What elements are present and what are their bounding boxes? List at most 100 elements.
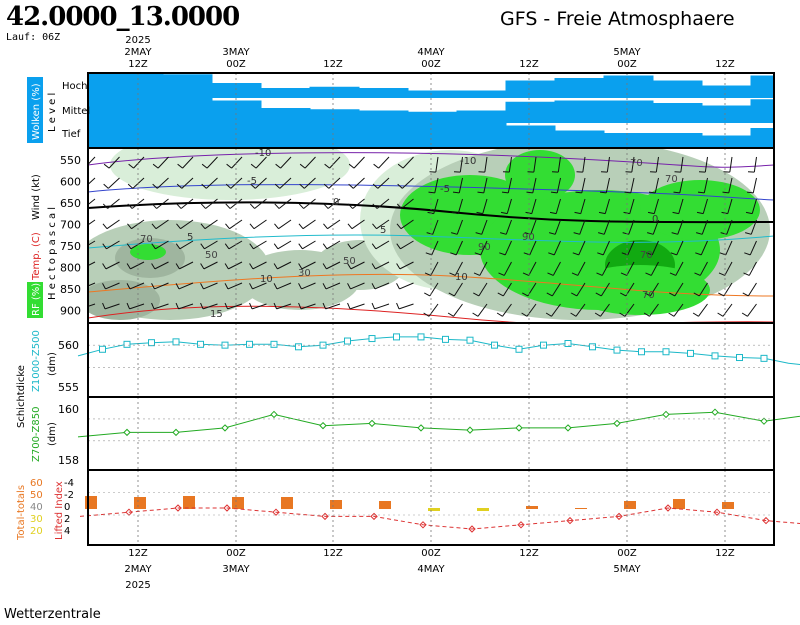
lifted-index-point xyxy=(615,512,623,521)
wind-barb xyxy=(226,156,243,169)
total-totals-label: Total-totals xyxy=(16,485,27,541)
wind-barb xyxy=(176,219,194,230)
cloud-cover-cell xyxy=(701,85,752,98)
wind-barb xyxy=(396,261,414,270)
rh-area xyxy=(505,150,575,200)
wind-barb xyxy=(175,302,194,310)
wind-barb xyxy=(497,282,512,297)
wind-barb xyxy=(723,156,733,173)
lifted-index-point xyxy=(272,508,280,516)
wind-barb xyxy=(127,177,145,189)
wind-barb xyxy=(423,303,439,317)
wind-barb xyxy=(397,177,414,189)
wind-barb xyxy=(298,240,316,250)
wind-barb xyxy=(249,219,267,230)
wind-barb xyxy=(151,302,169,310)
wind-barb xyxy=(696,198,708,215)
wind-barb xyxy=(299,177,316,189)
wind-barb xyxy=(200,282,218,290)
rh-contour-label: 70 xyxy=(665,174,678,185)
wind-barb xyxy=(644,282,659,297)
wind-barb xyxy=(249,198,267,209)
total-totals-tick: 20 xyxy=(30,526,43,537)
wind-barb xyxy=(224,261,243,270)
lifted-index-point xyxy=(174,504,182,512)
wind-barb xyxy=(347,282,365,290)
wind-barb xyxy=(549,198,561,215)
wind-barb xyxy=(175,240,194,250)
total-totals-bar xyxy=(379,501,391,509)
wind-barb xyxy=(298,198,316,209)
wind-barb xyxy=(322,302,341,310)
wind-barb xyxy=(527,156,537,173)
tick-date-bottom: 5MAY xyxy=(613,564,641,575)
temp-contour-label: 0 xyxy=(333,197,339,208)
wind-barb xyxy=(524,219,537,235)
location-coordinates: 42.0000_13.0000 xyxy=(6,2,240,32)
wind-barb xyxy=(549,219,561,235)
tick-hour-bottom: 00Z xyxy=(421,548,441,559)
wind-barb xyxy=(623,198,635,215)
cloud-cover-cell xyxy=(603,75,654,98)
wind-barb xyxy=(745,198,757,215)
pressure-tick-label: 800 xyxy=(60,262,81,275)
wind-barb xyxy=(175,261,194,270)
wind-barb xyxy=(427,198,439,215)
wind-barb xyxy=(200,261,218,270)
cloud-cover-cell xyxy=(211,100,262,123)
wind-barb xyxy=(476,198,488,215)
wind-barb xyxy=(720,219,733,235)
wind-barb xyxy=(324,156,341,169)
tick-hour-bottom: 12Z xyxy=(519,548,539,559)
wind-barb xyxy=(323,177,341,189)
wind-barb xyxy=(371,282,390,290)
cloud-cover-cell xyxy=(407,123,458,148)
wind-barb xyxy=(102,261,120,270)
wind-barb xyxy=(102,302,120,310)
wind-barb xyxy=(744,240,757,256)
wind-barb xyxy=(525,198,537,215)
wind-barb xyxy=(273,302,292,310)
wind-barb xyxy=(372,198,390,209)
lifted-index-tick: 4 xyxy=(64,526,70,537)
cloud-cover-cell xyxy=(113,123,164,148)
lifted-index-point xyxy=(713,508,721,516)
cloud-cover-cell xyxy=(407,111,458,123)
z1000-z500-point xyxy=(564,340,572,347)
wind-barb xyxy=(126,240,145,250)
wind-barb xyxy=(275,156,292,169)
z1000-z500-point xyxy=(442,335,449,343)
wind-barb xyxy=(595,282,610,297)
isotherm-5 xyxy=(88,234,774,249)
cloud-cover-cell xyxy=(260,88,311,98)
cloud-level-mittel: Mittel xyxy=(62,106,90,117)
wind-barb xyxy=(298,219,316,230)
tick-hour-top: 12Z xyxy=(323,59,343,70)
wind-barb xyxy=(103,177,120,189)
wind-barb xyxy=(451,198,463,215)
rh-label-box xyxy=(27,282,43,318)
cloud-cover-cell xyxy=(554,78,605,98)
wind-barb xyxy=(274,219,292,230)
wind-barb xyxy=(673,177,684,194)
temp-contour-label: 15 xyxy=(210,309,223,320)
wind-barb xyxy=(477,177,488,194)
wind-barb xyxy=(372,177,390,189)
z700-z850-point xyxy=(123,428,131,437)
wind-barb xyxy=(103,156,120,169)
tick-hour-bottom: 00Z xyxy=(226,548,246,559)
cloud-side-label: Wolken (%) xyxy=(31,83,42,140)
wind-barb xyxy=(649,156,659,173)
z1000-z500-point xyxy=(662,348,670,356)
wind-barb xyxy=(498,261,512,276)
total-totals-bar xyxy=(722,502,734,509)
wind-barb xyxy=(200,302,218,310)
z1000-z500-tick: 555 xyxy=(58,381,79,394)
wind-barb xyxy=(396,302,414,310)
lifted-index-point xyxy=(566,516,574,525)
total-totals-bar xyxy=(575,508,587,509)
rh-contour-label: 70 xyxy=(630,158,643,169)
rh-contour-label: 90 xyxy=(522,232,535,243)
cloud-cover-cell xyxy=(211,123,262,148)
